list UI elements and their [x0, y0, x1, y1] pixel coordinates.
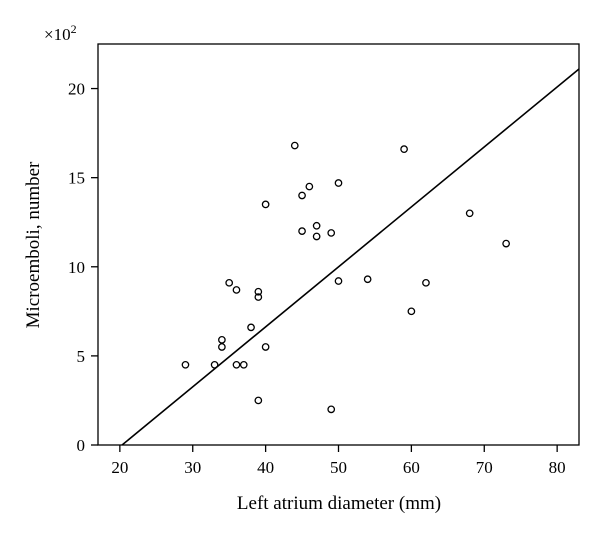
data-point — [218, 335, 226, 344]
x-tick-label: 50 — [330, 458, 347, 477]
plot-frame — [97, 43, 580, 446]
data-point — [502, 239, 510, 248]
data-point — [210, 360, 219, 369]
data-point — [254, 293, 263, 301]
data-point — [254, 287, 263, 296]
x-tick-label: 60 — [403, 458, 420, 477]
data-point — [218, 343, 226, 351]
data-point — [334, 277, 343, 285]
data-point — [400, 145, 408, 154]
x-tick-label: 20 — [111, 458, 128, 477]
y-tick-label: 15 — [68, 169, 85, 188]
data-point — [181, 360, 190, 369]
data-point — [363, 275, 372, 284]
data-point — [407, 307, 416, 316]
data-point — [254, 396, 263, 405]
data-point — [232, 286, 241, 294]
data-point — [225, 278, 234, 287]
data-point — [261, 343, 270, 351]
data-point — [327, 229, 336, 237]
data-point — [334, 179, 343, 187]
data-point — [298, 191, 306, 200]
x-axis-title: Left atrium diameter (mm) — [237, 493, 441, 514]
x-tick-label: 40 — [257, 458, 274, 477]
y-tick-label: 20 — [68, 80, 85, 99]
y-tick-label: 10 — [68, 258, 85, 277]
x-tick-label: 30 — [184, 458, 201, 477]
data-point — [422, 278, 430, 287]
data-point — [312, 232, 321, 241]
y-tick-label: 5 — [77, 347, 86, 366]
y-axis: 0 5 10 15 20 — [68, 80, 98, 455]
data-point — [261, 200, 270, 209]
x-axis: 20 30 40 50 60 70 80 — [111, 445, 566, 477]
y-tick-label: 0 — [77, 436, 86, 455]
data-point — [290, 141, 299, 150]
x-tick-label: 70 — [476, 458, 493, 477]
data-point — [465, 209, 474, 218]
data-point — [327, 405, 336, 414]
data-point — [312, 221, 321, 230]
regression-line — [121, 68, 580, 446]
x-tick-label: 80 — [549, 458, 566, 477]
data-point — [232, 360, 241, 369]
y-axis-title: Microemboli, number — [23, 161, 44, 328]
data-point — [305, 182, 314, 191]
data-point — [247, 323, 255, 332]
data-point — [239, 360, 248, 369]
data-points — [181, 141, 510, 414]
data-point — [298, 227, 306, 235]
y-axis-multiplier: ×102 — [44, 22, 77, 44]
